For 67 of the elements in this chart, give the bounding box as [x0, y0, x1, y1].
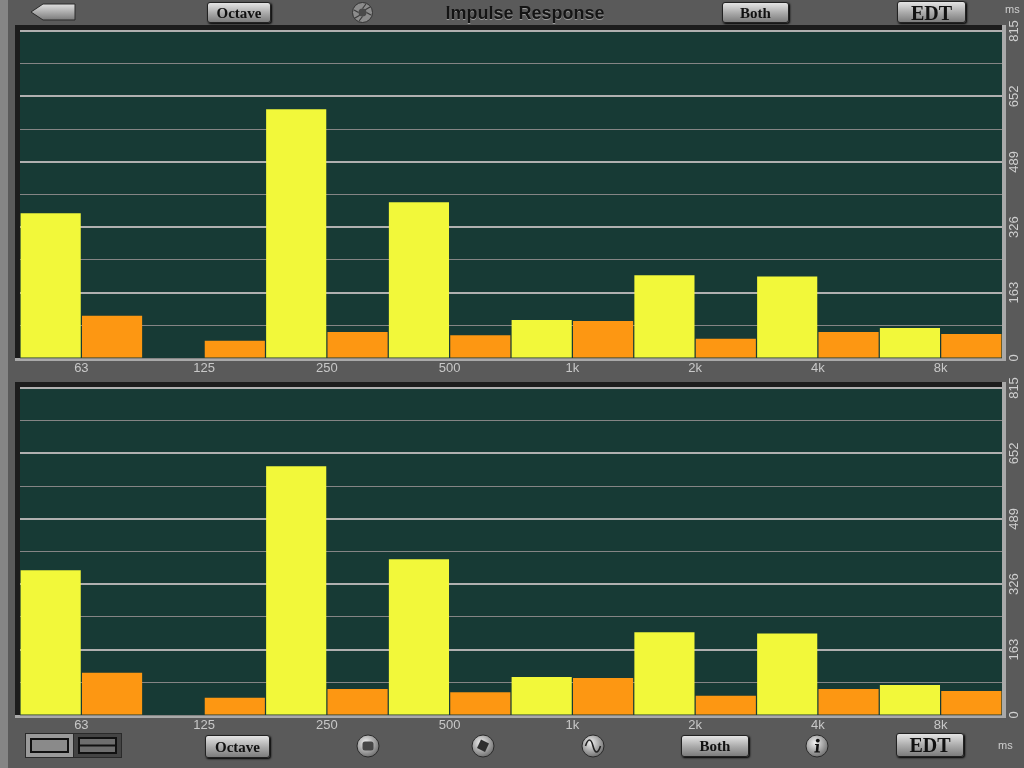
- x-tick-label: 1k: [565, 360, 580, 376]
- button: Octave: [205, 735, 270, 758]
- y-tick-label: 0: [1005, 711, 1021, 719]
- button: EDT: [896, 733, 964, 757]
- bar: [388, 559, 450, 715]
- y-tick-label: 326: [1005, 216, 1021, 239]
- bar: [757, 276, 818, 358]
- y-tick-label: 163: [1005, 281, 1021, 304]
- x-tick-label: 8k: [933, 717, 948, 733]
- bar: [818, 688, 879, 715]
- y-tick-label: 0: [1005, 354, 1021, 362]
- button: Both: [681, 735, 749, 757]
- bar: [879, 684, 941, 715]
- x-tick-label: 500: [438, 717, 461, 733]
- x-tick-label: 125: [193, 717, 215, 733]
- x-tick-label: 250: [316, 717, 338, 733]
- y-axis-title: ms: [1005, 3, 1020, 15]
- y-tick-label: 326: [1005, 573, 1021, 596]
- bar: [511, 676, 572, 715]
- y-tick-label: 815: [1005, 377, 1021, 399]
- bar: [266, 466, 327, 715]
- x-tick-label: 4k: [811, 360, 826, 376]
- x-tick-label: 125: [193, 360, 215, 376]
- y-tick-label: 489: [1005, 150, 1021, 173]
- bar: [757, 633, 818, 715]
- x-tick-label: 1k: [565, 717, 580, 733]
- bar: [204, 697, 265, 715]
- x-tick-label: 250: [316, 360, 338, 376]
- bar: [20, 213, 81, 358]
- x-tick-label: 2k: [688, 360, 703, 376]
- bar: [511, 319, 572, 358]
- x-tick-label: 63: [74, 717, 89, 733]
- y-tick-label: 489: [1005, 507, 1021, 530]
- bar: [941, 333, 1002, 358]
- y-axis-title: ms: [998, 739, 1013, 751]
- bar: [941, 690, 1002, 715]
- bar: [81, 315, 143, 358]
- bar: [634, 632, 695, 715]
- bar: [695, 695, 756, 715]
- y-tick-label: 815: [1005, 20, 1021, 42]
- chart-title: Impulse Response: [444, 3, 606, 24]
- x-tick-label: 4k: [811, 717, 826, 733]
- y-tick-label: 163: [1005, 638, 1021, 661]
- x-tick-label: 500: [438, 360, 461, 376]
- bar: [450, 692, 511, 715]
- button: EDT: [897, 1, 966, 23]
- x-tick-label: 2k: [688, 717, 703, 733]
- bar: [818, 331, 879, 358]
- bar: [572, 321, 634, 358]
- x-tick-label: 63: [74, 360, 89, 376]
- bar: [572, 678, 634, 715]
- bar: [695, 338, 756, 358]
- bar: [20, 570, 81, 715]
- bar: [327, 331, 388, 358]
- bar: [388, 202, 450, 358]
- button: Both: [722, 2, 789, 23]
- button: Octave: [207, 2, 271, 23]
- bar: [450, 335, 511, 358]
- x-tick-label: 8k: [933, 360, 948, 376]
- bar: [81, 672, 143, 715]
- bar: [266, 109, 327, 358]
- bar: [634, 275, 695, 358]
- bar: [327, 688, 388, 715]
- bar: [204, 340, 265, 358]
- bar: [879, 327, 941, 358]
- y-tick-label: 652: [1005, 442, 1021, 465]
- y-tick-label: 652: [1005, 85, 1021, 108]
